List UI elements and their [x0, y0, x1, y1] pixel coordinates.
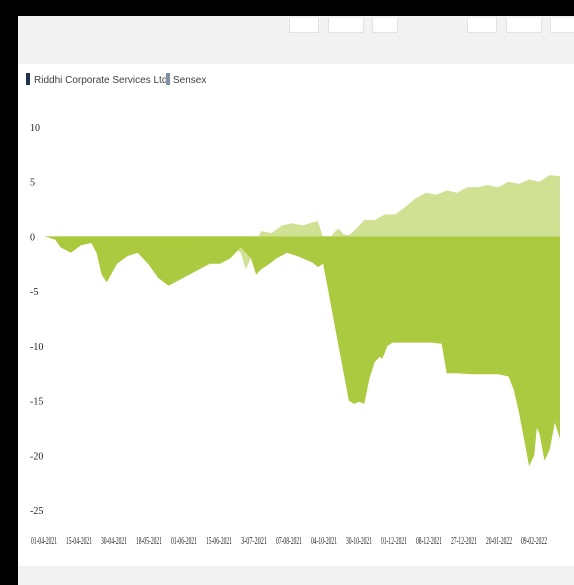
x-tick-label: 18-05-2021	[136, 536, 162, 547]
x-tick-label: 04-10-2021	[311, 536, 337, 547]
y-tick-label: -20	[30, 451, 43, 462]
chart-legend: Riddhi Corporate Services Ltd. Sensex	[26, 73, 206, 86]
y-tick-label: 0	[30, 232, 35, 243]
x-tick-label: 01-12-2021	[381, 536, 407, 547]
y-tick-label: -15	[30, 397, 43, 408]
y-tick-label: 10	[30, 123, 40, 134]
toolbar-button[interactable]	[467, 18, 497, 33]
toolbar-button[interactable]	[372, 18, 398, 33]
toolbar-button[interactable]	[550, 18, 574, 33]
toolbar-button[interactable]	[506, 18, 542, 33]
x-tick-label: 01-06-2021	[171, 536, 197, 547]
x-tick-label: 15-04-2021	[66, 536, 92, 547]
x-tick-label: 07-08-2021	[276, 536, 302, 547]
toolbar-button[interactable]	[328, 18, 364, 33]
x-tick-label: 08-12-2021	[416, 536, 442, 547]
legend-swatch	[166, 73, 170, 85]
y-tick-label: -25	[30, 506, 43, 517]
legend-label: Riddhi Corporate Services Ltd.	[34, 75, 170, 86]
toolbar-button[interactable]	[289, 18, 319, 33]
chart-toolbar	[18, 16, 574, 64]
y-tick-label: -5	[30, 287, 38, 298]
x-tick-label: 15-06-2021	[206, 536, 232, 547]
x-tick-label: 27-12-2021	[451, 536, 477, 547]
plot-area	[45, 175, 560, 467]
x-axis: 01-04-2021 15-04-2021 30-04-2021 18-05-2021…	[31, 536, 547, 547]
x-tick-label: 20-01-2022	[486, 536, 512, 547]
x-tick-label: 3-07-2021	[241, 536, 267, 547]
chart-footer	[18, 566, 574, 585]
x-tick-label: 09-02-2022	[521, 536, 547, 547]
x-tick-label: 30-10-2021	[346, 536, 372, 547]
y-axis: 10 5 0 -5 -10 -15 -20 -25	[30, 123, 43, 517]
series-area-company	[45, 236, 560, 467]
y-tick-label: 5	[30, 178, 35, 189]
legend-label: Sensex	[173, 75, 206, 86]
x-tick-label: 01-04-2021	[31, 536, 57, 547]
x-tick-label: 30-04-2021	[101, 536, 127, 547]
legend-swatch	[26, 73, 30, 85]
y-tick-label: -10	[30, 342, 43, 353]
